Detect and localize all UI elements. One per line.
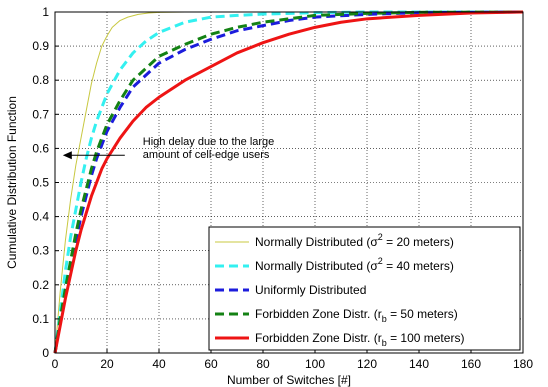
x-tick-label: 80 [256, 357, 270, 371]
annotation-text-line-2: amount of cell-edge users [143, 149, 270, 161]
legend-label-subscript: b [382, 338, 387, 348]
x-tick-label: 120 [357, 357, 377, 371]
legend-label-subscript: b [382, 314, 387, 324]
x-tick-label: 160 [461, 357, 481, 371]
y-tick-label: 0.7 [32, 107, 49, 121]
annotation: High delay due to the large amount of ce… [62, 136, 274, 161]
legend-entry-3: Uniformly Distributed [215, 283, 366, 297]
y-tick-label: 0.6 [32, 141, 49, 155]
x-axis-label: Number of Switches [#] [227, 373, 351, 387]
legend-label: Forbidden Zone Distr. (rb = 50 meters) [255, 307, 458, 324]
grid-layer [55, 12, 523, 353]
legend-label: Uniformly Distributed [255, 283, 366, 297]
series-line-2 [53, 10, 523, 354]
legend-entry-4: Forbidden Zone Distr. (rb = 50 meters) [215, 307, 458, 324]
y-tick-label: 0.9 [32, 39, 49, 53]
x-tick-label: 100 [305, 357, 325, 371]
y-tick-label: 1 [42, 5, 49, 19]
x-tick-label: 20 [100, 357, 114, 371]
legend-label-superscript: 2 [378, 232, 383, 242]
y-tick-label: 0.5 [32, 176, 49, 190]
y-tick-label: 0.4 [32, 210, 49, 224]
y-axis-label: Cumulative Distribution Function [5, 96, 19, 269]
legend-label-main: Normally Distributed (σ [255, 259, 378, 273]
x-tick-label: 40 [152, 357, 166, 371]
x-tick-label: 140 [409, 357, 429, 371]
legend-label-main: Forbidden Zone Distr. (r [255, 307, 382, 321]
annotation-arrow-head [62, 151, 72, 160]
legend-entry-1: Normally Distributed (σ2 = 20 meters) [215, 232, 454, 249]
legend-entry-2: Normally Distributed (σ2 = 40 meters) [215, 256, 454, 273]
legend-label-tail: = 20 meters) [383, 235, 454, 249]
y-tick-label: 0.3 [32, 244, 49, 258]
annotation-text-line-1: High delay due to the large [143, 136, 274, 148]
y-tick-label: 0.1 [32, 312, 49, 326]
legend-label-tail: = 100 meters) [387, 331, 465, 345]
y-tick-label: 0.2 [32, 278, 49, 292]
series-line-5 [53, 10, 524, 354]
legend-entry-5: Forbidden Zone Distr. (rb = 100 meters) [215, 331, 464, 348]
x-tick-label: 0 [52, 357, 59, 371]
legend-label: Normally Distributed (σ2 = 20 meters) [255, 232, 454, 249]
legend-box [208, 226, 521, 351]
legend-label-main: Uniformly Distributed [255, 283, 366, 297]
legend-label: Normally Distributed (σ2 = 40 meters) [255, 256, 454, 273]
tick-layer: 0 20 40 60 80 100 120 140 160 180 0 0.1 0.2 0.3 0.4 0.5… [32, 5, 533, 371]
legend-label-tail: = 40 meters) [383, 259, 454, 273]
legend: Normally Distributed (σ2 = 20 meters)Nor… [208, 226, 521, 351]
legend-label-main: Normally Distributed (σ [255, 235, 378, 249]
x-tick-label: 180 [513, 357, 533, 371]
series-line-4 [53, 10, 524, 354]
legend-label-tail: = 50 meters) [387, 307, 458, 321]
y-tick-label: 0 [42, 346, 49, 360]
y-tick-label: 0.8 [32, 73, 49, 87]
legend-label: Forbidden Zone Distr. (rb = 100 meters) [255, 331, 464, 348]
x-tick-label: 60 [204, 357, 218, 371]
legend-label-main: Forbidden Zone Distr. (r [255, 331, 382, 345]
legend-label-superscript: 2 [378, 256, 383, 266]
